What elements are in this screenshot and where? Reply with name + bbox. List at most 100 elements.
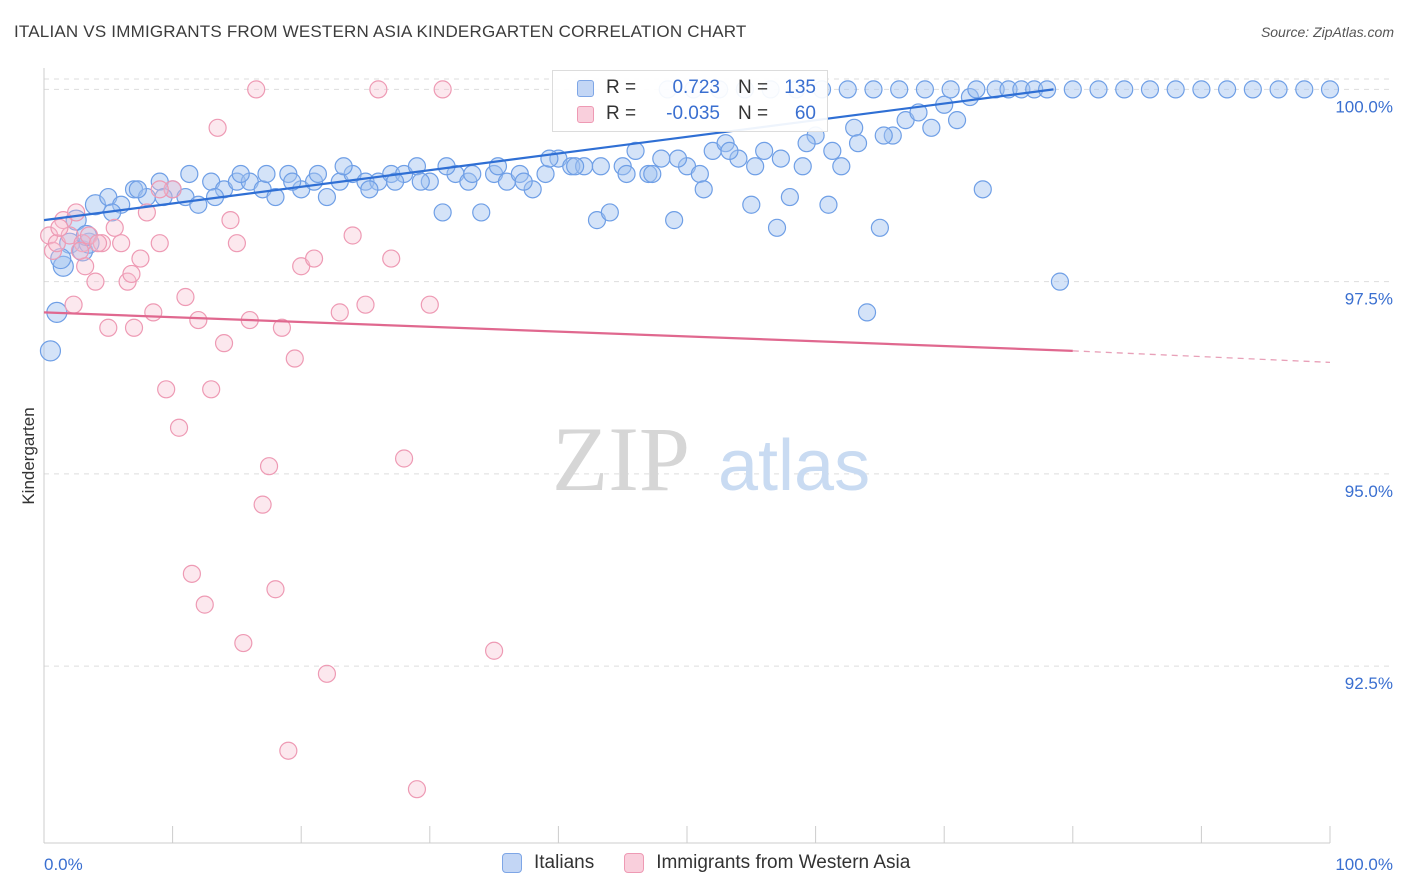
- point-western-asia: [259, 457, 279, 476]
- point-western-asia: [163, 180, 182, 199]
- point-western-asia: [150, 180, 169, 199]
- legend-r-value: 0.723: [672, 77, 720, 98]
- trend-line-western-asia-extension: [1072, 350, 1331, 364]
- point-italians: [1063, 80, 1082, 99]
- legend-item-label: Italians: [534, 852, 595, 873]
- point-western-asia: [304, 249, 324, 268]
- point-italians: [746, 157, 765, 176]
- point-italians: [771, 149, 790, 168]
- legend-swatch-blue: [502, 853, 522, 873]
- point-western-asia: [150, 234, 169, 253]
- point-italians: [947, 111, 967, 130]
- point-western-asia: [208, 118, 227, 137]
- point-western-asia: [144, 303, 163, 322]
- point-italians: [1269, 80, 1288, 99]
- point-italians: [317, 187, 337, 207]
- point-italians: [864, 80, 883, 99]
- point-italians: [652, 149, 671, 168]
- point-italians: [845, 118, 864, 137]
- legend-item-western-asia[interactable]: Immigrants from Western Asia: [624, 852, 910, 874]
- point-italians: [941, 80, 960, 99]
- y-axis-label: Kindergarten: [19, 407, 38, 504]
- point-western-asia: [76, 257, 95, 276]
- point-italians: [463, 164, 482, 184]
- source-label: Source: ZipAtlas.com: [1260, 24, 1394, 40]
- point-italians: [1166, 80, 1185, 99]
- point-italians: [1320, 80, 1340, 99]
- point-italians: [591, 157, 610, 176]
- legend-item-italians[interactable]: Italians: [502, 852, 594, 874]
- point-italians: [433, 203, 452, 222]
- x-tick-label-max: 100.0%: [1335, 855, 1393, 874]
- point-western-asia: [131, 249, 150, 268]
- point-western-asia: [124, 318, 144, 337]
- point-western-asia: [221, 211, 240, 230]
- point-italians: [767, 218, 787, 237]
- point-western-asia: [112, 234, 131, 253]
- legend-row-italians: R = 0.723 N = 135: [577, 77, 816, 99]
- legend-swatch-pink: [624, 853, 645, 873]
- point-italians: [848, 134, 868, 153]
- point-italians: [742, 195, 761, 214]
- point-italians: [1243, 80, 1262, 99]
- x-tick-label-min: 0.0%: [44, 855, 83, 874]
- point-italians: [562, 157, 581, 176]
- point-western-asia: [70, 241, 90, 260]
- y-tick-label: 100.0%: [1335, 97, 1393, 116]
- point-western-asia: [157, 380, 176, 399]
- point-western-asia: [214, 334, 234, 353]
- point-italians: [690, 164, 709, 184]
- chart-title: ITALIAN VS IMMIGRANTS FROM WESTERN ASIA …: [14, 22, 747, 41]
- point-italians: [973, 180, 992, 199]
- point-italians: [720, 141, 739, 160]
- trend-lines: [43, 88, 1331, 364]
- axes: [43, 68, 1331, 844]
- trend-line-italians: [43, 88, 1054, 222]
- point-italians: [780, 187, 799, 207]
- point-western-asia: [343, 226, 362, 245]
- point-western-asia: [382, 249, 401, 268]
- point-italians: [755, 141, 774, 160]
- point-western-asia: [253, 495, 272, 514]
- point-western-asia: [317, 664, 337, 683]
- point-italians: [915, 80, 935, 99]
- legend-r-label: R =: [606, 103, 637, 124]
- point-western-asia: [394, 449, 414, 468]
- point-western-asia: [92, 234, 111, 253]
- point-italians: [922, 118, 941, 137]
- watermark-zip: ZIP: [552, 408, 690, 510]
- watermark: ZIP atlas: [552, 408, 870, 510]
- point-western-asia: [356, 295, 375, 314]
- point-western-asia: [169, 418, 189, 437]
- point-western-asia: [88, 234, 108, 253]
- point-italians: [1115, 80, 1134, 99]
- point-western-asia: [330, 303, 349, 322]
- point-western-asia: [122, 264, 141, 284]
- point-italians: [266, 187, 285, 207]
- point-italians: [617, 164, 636, 184]
- point-italians: [874, 126, 893, 145]
- legend-swatch-pink: [577, 105, 594, 123]
- point-western-asia: [266, 580, 285, 599]
- point-italians: [39, 340, 62, 362]
- point-italians: [890, 80, 909, 99]
- point-italians: [283, 172, 302, 191]
- legend-n-value: 135: [784, 77, 816, 98]
- legend-item-label: Immigrants from Western Asia: [656, 852, 911, 873]
- point-italians: [665, 211, 684, 230]
- point-italians: [334, 157, 353, 176]
- point-italians: [514, 172, 533, 191]
- point-western-asia: [99, 318, 118, 337]
- point-italians: [385, 172, 405, 191]
- point-italians: [257, 164, 276, 184]
- point-italians: [1025, 80, 1044, 99]
- point-western-asia: [202, 380, 221, 399]
- point-western-asia: [227, 234, 246, 253]
- watermark-atlas: atlas: [718, 426, 870, 506]
- series-legend: Italians Immigrants from Western Asia: [502, 852, 940, 874]
- y-tick-label: 97.5%: [1345, 290, 1393, 309]
- point-italians: [128, 180, 147, 199]
- point-italians: [668, 149, 688, 168]
- point-italians: [823, 141, 842, 160]
- point-italians: [1050, 272, 1070, 291]
